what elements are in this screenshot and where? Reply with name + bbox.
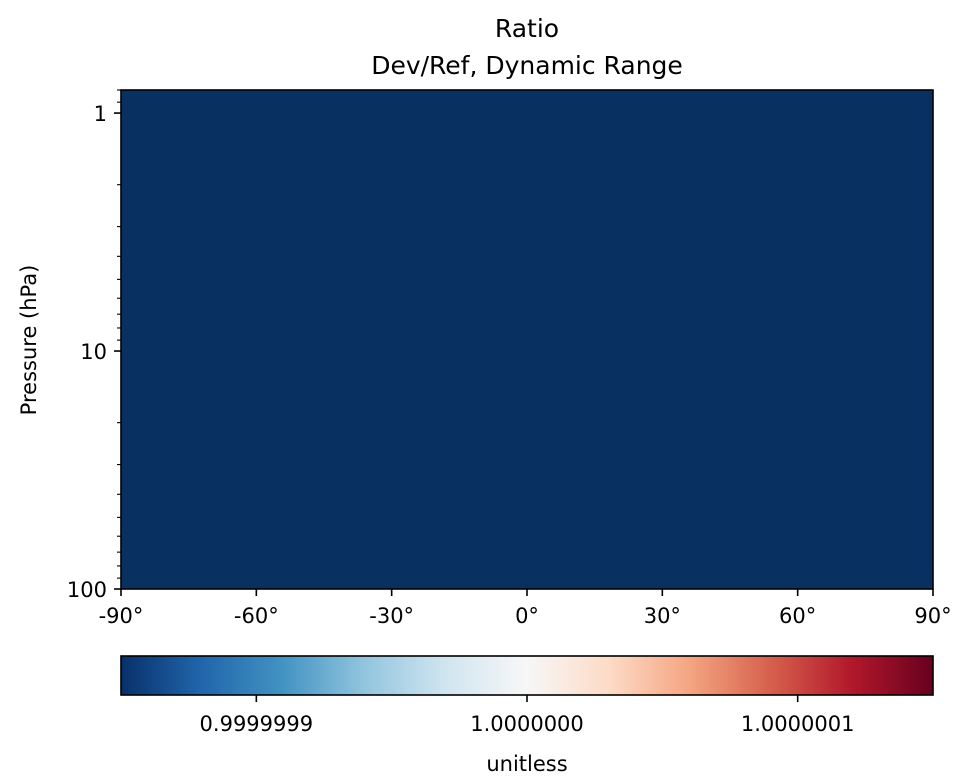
x-tick-label: -90° xyxy=(99,604,144,628)
colorbar-gradient xyxy=(121,656,933,695)
colorbar-tick-label: 1.0000000 xyxy=(470,712,584,736)
chart-subtitle: Dev/Ref, Dynamic Range xyxy=(371,51,683,80)
x-tick-label: 60° xyxy=(779,604,816,628)
y-tick-label: 10 xyxy=(80,340,107,364)
x-tick-label: 30° xyxy=(644,604,681,628)
chart-title: Ratio xyxy=(495,14,559,43)
y-axis-label: Pressure (hPa) xyxy=(17,265,41,416)
plot-area xyxy=(120,89,934,590)
heatmap-field xyxy=(121,90,933,589)
y-tick-label: 1 xyxy=(94,102,107,126)
x-tick-label: 0° xyxy=(515,604,539,628)
colorbar: 0.9999999 1.0000000 1.0000001 unitless xyxy=(120,655,934,776)
x-tick-label: -60° xyxy=(234,604,279,628)
x-tick-label: -30° xyxy=(369,604,414,628)
y-axis: 1 10 100 xyxy=(67,89,121,602)
x-axis: -90° -60° -30° 0° 30° 60° 90° xyxy=(99,589,952,628)
colorbar-label: unitless xyxy=(486,752,567,776)
x-tick-label: 90° xyxy=(914,604,951,628)
colorbar-tick-label: 0.9999999 xyxy=(200,712,314,736)
colorbar-ticks: 0.9999999 1.0000000 1.0000001 xyxy=(200,695,855,736)
y-tick-label: 100 xyxy=(67,578,107,602)
colorbar-tick-label: 1.0000001 xyxy=(741,712,855,736)
